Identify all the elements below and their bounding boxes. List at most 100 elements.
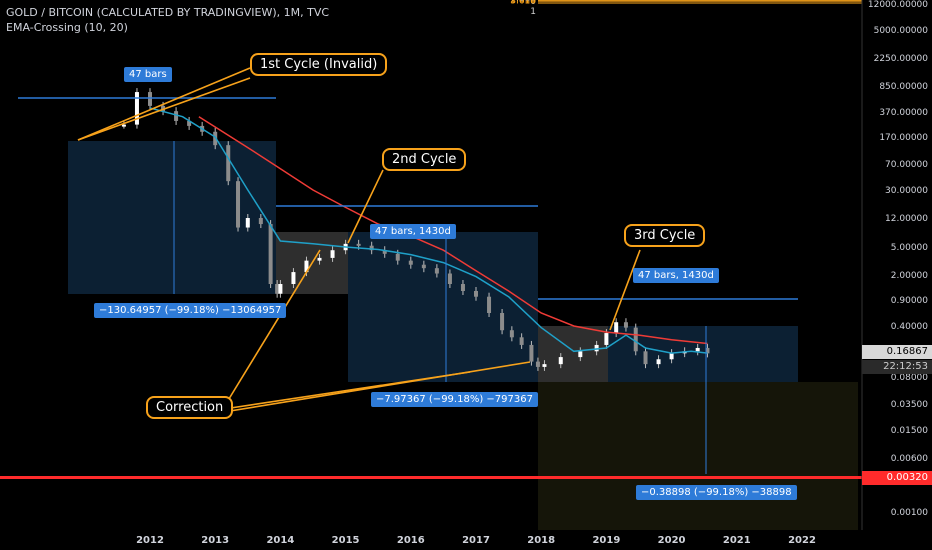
y-axis-panel	[862, 0, 932, 550]
price-candle	[604, 333, 609, 345]
fib-level-label: 0.618	[510, 0, 536, 4]
price-candle	[594, 344, 599, 352]
callout-connector	[77, 77, 251, 141]
second-cycle-callout[interactable]: 2nd Cycle	[382, 148, 467, 171]
fib-level-label: 1	[530, 7, 536, 17]
price-candle	[474, 290, 478, 297]
x-tick-label: 2020	[658, 535, 686, 546]
x-tick-label: 2022	[788, 535, 816, 546]
price-candle	[226, 145, 231, 182]
measure-1-result-label: −130.64957 (−99.18%) −13064957	[94, 303, 287, 318]
fib-level-label: 3.618	[510, 0, 536, 7]
price-candle	[500, 313, 505, 331]
price-candle	[395, 253, 400, 261]
price-candle	[669, 353, 674, 360]
price-candle	[656, 359, 661, 365]
price-candle	[705, 347, 710, 354]
indicator-label[interactable]: EMA-Crossing (10, 20)	[6, 21, 128, 34]
fib-extension-area	[538, 382, 858, 550]
price-candle	[382, 250, 387, 254]
y-tick-label: 0.40000	[891, 322, 928, 332]
price-candle	[542, 364, 547, 367]
price-candle	[460, 284, 465, 291]
measure-2-box	[348, 232, 538, 382]
price-candle	[330, 250, 335, 258]
y-tick-label: 0.00600	[891, 454, 928, 464]
y-tick-label: 12000.00000	[868, 0, 928, 10]
y-tick-label: 0.03500	[891, 400, 928, 410]
symbol-title[interactable]: GOLD / BITCOIN (CALCULATED BY TRADINGVIE…	[6, 6, 330, 19]
y-tick-label: 2250.00000	[874, 54, 929, 64]
price-candle	[121, 124, 126, 127]
price-candle	[614, 322, 619, 334]
y-tick-label: 0.00100	[891, 508, 928, 518]
measure-3-bars-label: 47 bars, 1430d	[633, 268, 719, 283]
price-candle	[258, 218, 263, 225]
x-tick-label: 2019	[592, 535, 620, 546]
measure-2-bars-label: 47 bars, 1430d	[370, 224, 456, 239]
fib-level-label: 0	[530, 0, 536, 7]
price-candle	[275, 284, 280, 294]
y-tick-label: 12.00000	[885, 214, 928, 224]
price-candle	[421, 264, 426, 269]
y-tick-label: 370.00000	[879, 108, 928, 118]
y-tick-label: 5.00000	[891, 243, 928, 253]
price-candle	[519, 337, 524, 345]
y-tick-label: 5000.00000	[874, 26, 929, 36]
y-tick-label: 2.00000	[891, 271, 928, 281]
x-tick-label: 2016	[397, 535, 425, 546]
ema-slow-line	[198, 116, 708, 345]
x-tick-label: 2013	[201, 535, 229, 546]
price-candle	[447, 273, 452, 285]
measure-1-bars-label: 47 bars	[124, 67, 172, 82]
price-candle	[236, 181, 241, 228]
y-tick-label: 0.90000	[891, 296, 928, 306]
callout-connector	[77, 67, 251, 141]
price-candle	[148, 92, 152, 106]
price-candle	[245, 218, 250, 228]
x-tick-label: 2018	[527, 535, 555, 546]
price-candle	[408, 260, 413, 265]
y-tick-label: 170.00000	[879, 133, 928, 143]
y-tick-label: 0.01500	[891, 426, 928, 436]
measure-2-result-label: −7.97367 (−99.18%) −797367	[371, 392, 538, 407]
y-tick-label: 70.00000	[885, 160, 928, 170]
measure-3-result-label: −0.38898 (−99.18%) −38898	[636, 485, 797, 500]
y-tick-label: 0.08000	[891, 373, 928, 383]
fib-level-label: 1.618	[510, 0, 536, 5]
correction-callout[interactable]: Correction	[146, 396, 234, 419]
x-tick-label: 2021	[723, 535, 751, 546]
price-candle	[187, 120, 192, 126]
y-tick-label: 30.00000	[885, 186, 928, 196]
price-candle	[291, 272, 296, 285]
callout-connector	[223, 361, 531, 413]
price-candle	[509, 330, 514, 338]
price-candle	[695, 347, 700, 352]
x-tick-label: 2014	[266, 535, 294, 546]
price-candle	[278, 284, 283, 294]
price-candle	[558, 357, 563, 365]
price-candle	[643, 351, 648, 365]
price-candle	[369, 245, 374, 251]
x-tick-label: 2015	[332, 535, 360, 546]
price-candle	[356, 243, 361, 246]
fib-level-label: 0.382	[510, 0, 536, 3]
fib-level-label: 2.618	[510, 0, 536, 6]
price-candle	[487, 296, 492, 313]
price-candle	[317, 257, 322, 261]
third-cycle-callout[interactable]: 3rd Cycle	[624, 224, 706, 247]
countdown-tag: 22:12:53	[862, 360, 932, 374]
price-candle	[134, 92, 139, 125]
ema-fast-line	[149, 107, 708, 354]
first-cycle-callout[interactable]: 1st Cycle (Invalid)	[250, 53, 388, 76]
callout-connector	[609, 249, 641, 331]
price-candle	[213, 131, 218, 146]
x-axis-panel	[0, 530, 932, 550]
price-candle	[268, 224, 273, 285]
price-candle	[623, 322, 628, 328]
current-price-tag: 0.16867	[862, 345, 932, 359]
red-horizontal-line	[0, 476, 862, 479]
price-candle	[174, 111, 179, 121]
